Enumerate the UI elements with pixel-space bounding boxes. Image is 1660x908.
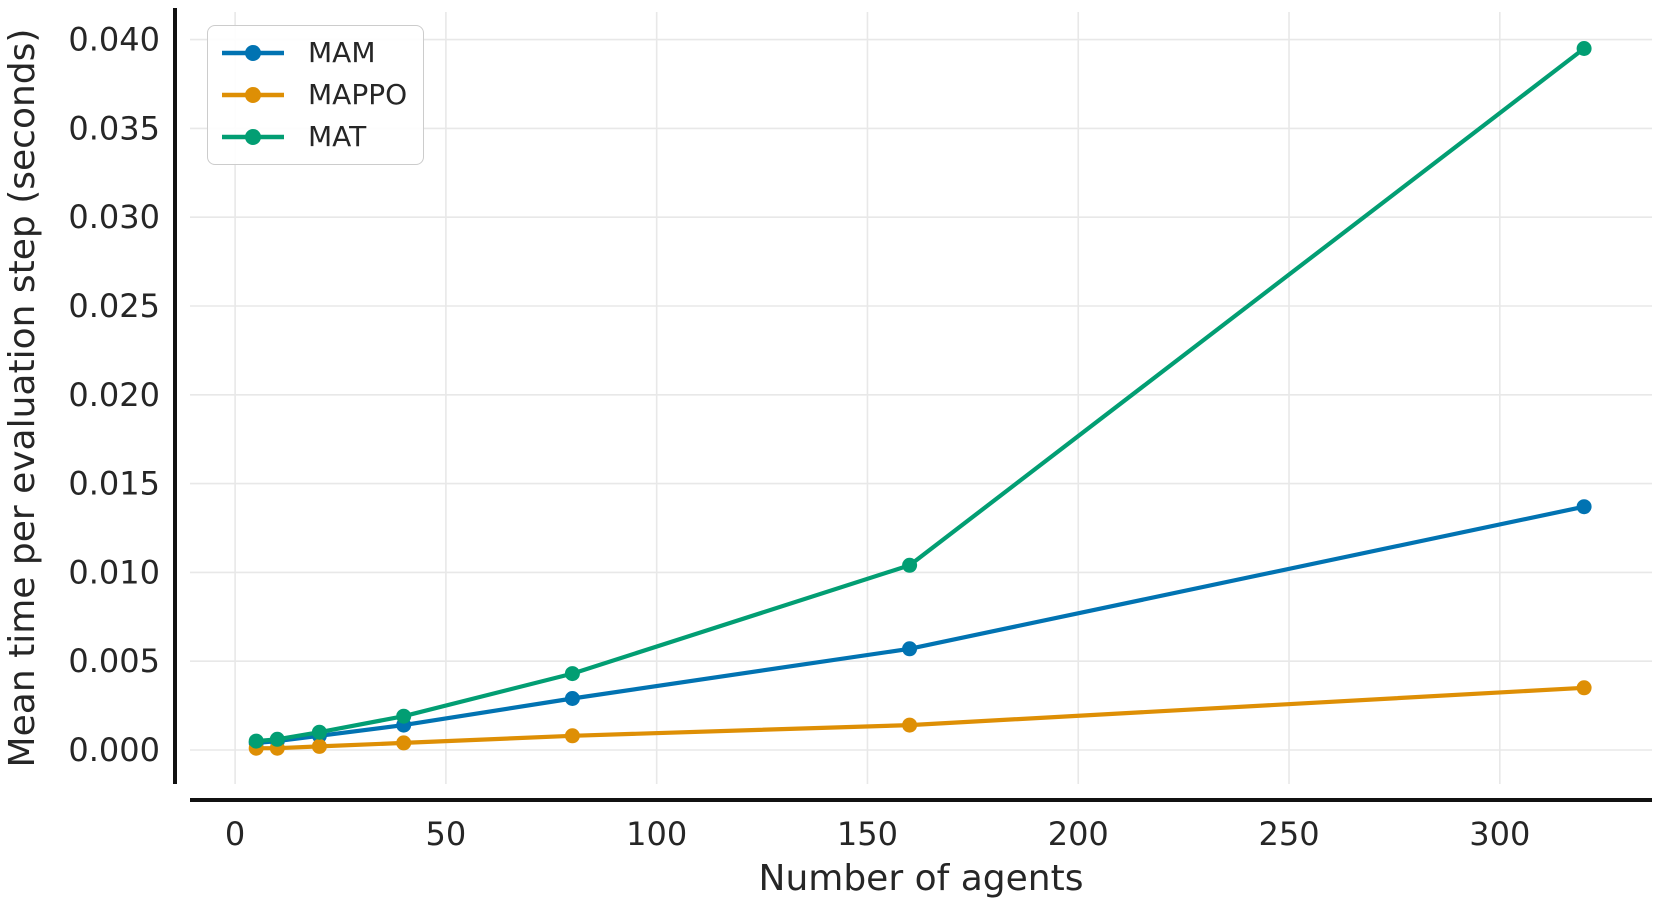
x-tick-label: 50 — [426, 815, 467, 853]
x-axis-title: Number of agents — [759, 858, 1084, 899]
legend-item-mam: MAM — [220, 36, 407, 70]
data-point-mappo — [396, 735, 412, 751]
y-tick-label: 0.030 — [68, 198, 160, 236]
legend-item-mat: MAT — [220, 120, 407, 154]
data-point-mappo — [564, 728, 580, 744]
data-point-mappo — [902, 717, 918, 733]
legend-marker-icon — [222, 129, 284, 145]
series-line-mam — [254, 504, 1587, 745]
x-tick-label: 150 — [837, 815, 898, 853]
x-tick-label: 0 — [225, 815, 245, 853]
legend-label: MAM — [308, 36, 376, 69]
tick-label-layer: 0 50 100 150 200 250 300 0.000 0.005 0.010 0.015 0.… — [68, 21, 1530, 853]
y-tick-label: 0.020 — [68, 376, 160, 414]
data-point-mappo — [1576, 680, 1592, 696]
series-layer — [248, 41, 1592, 756]
y-tick-label: 0.025 — [68, 287, 160, 325]
y-tick-label: 0.010 — [68, 553, 160, 591]
y-tick-label: 0.005 — [68, 642, 160, 680]
y-tick-label: 0.040 — [68, 21, 160, 59]
data-point-mat — [311, 724, 327, 740]
axes-spines — [173, 8, 1652, 802]
legend-label: MAPPO — [308, 78, 408, 111]
data-point-mat — [248, 733, 264, 749]
grid-layer — [190, 12, 1652, 784]
data-point-mat — [396, 708, 412, 724]
x-tick-label: 300 — [1469, 815, 1530, 853]
data-point-mappo — [311, 738, 327, 754]
data-point-mam — [1576, 499, 1592, 515]
y-axis-title: Mean time per evaluation step (seconds) — [2, 29, 43, 768]
legend-marker-icon — [222, 87, 284, 103]
data-point-mat — [269, 731, 285, 747]
data-point-mat — [1576, 41, 1592, 56]
legend-item-mappo: MAPPO — [220, 78, 407, 112]
data-point-mat — [902, 557, 918, 573]
x-tick-label: 200 — [1048, 815, 1109, 853]
x-tick-label: 250 — [1258, 815, 1319, 853]
data-point-mam — [902, 641, 918, 657]
data-point-mam — [564, 691, 580, 706]
y-tick-label: 0.035 — [68, 109, 160, 147]
x-tick-label: 100 — [626, 815, 687, 853]
legend-label: MAT — [308, 120, 367, 153]
y-tick-label: 0.000 — [68, 731, 160, 769]
legend-marker-icon — [222, 45, 284, 61]
chart-legend: MAM MAPPO MAT — [207, 25, 425, 165]
data-point-mat — [564, 666, 580, 682]
y-tick-label: 0.015 — [68, 465, 160, 503]
